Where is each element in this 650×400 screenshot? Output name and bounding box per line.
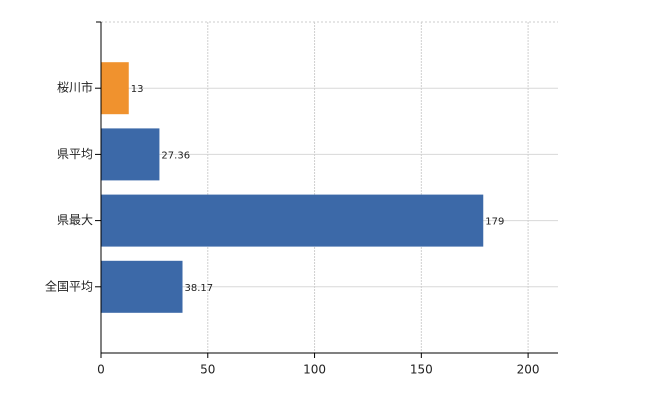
- bar: [101, 62, 129, 115]
- y-tick-label: 全国平均: [45, 278, 93, 293]
- value-label: 27.36: [161, 150, 190, 161]
- y-tick-label: 県最大: [57, 213, 93, 227]
- bar: [101, 128, 160, 181]
- y-tick-label: 県平均: [57, 147, 93, 161]
- value-label: 13: [131, 84, 144, 95]
- y-tick-label: 桜川市: [57, 80, 93, 95]
- x-tick-label: 200: [517, 363, 540, 377]
- value-label: 38.17: [185, 283, 214, 294]
- bar: [101, 194, 484, 247]
- bar: [101, 260, 183, 313]
- x-tick-label: 100: [303, 363, 326, 377]
- x-tick-label: 50: [200, 363, 215, 377]
- value-label: 179: [485, 217, 504, 228]
- x-tick-label: 0: [97, 363, 105, 377]
- x-tick-label: 150: [410, 363, 433, 377]
